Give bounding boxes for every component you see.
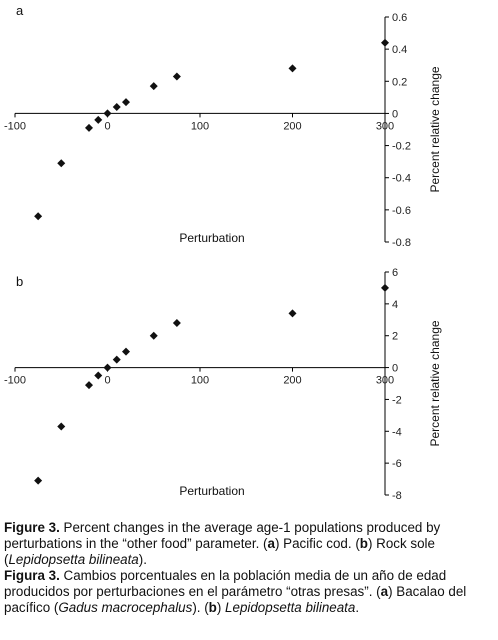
chart-b-y-tick-label-4: -2 bbox=[392, 394, 402, 406]
chart-a-point-5 bbox=[112, 103, 121, 111]
chart-b-panel-label: b bbox=[16, 274, 23, 289]
chart-a-point-1 bbox=[57, 159, 66, 168]
chart-b-point-4 bbox=[103, 363, 112, 372]
caption-spanish: Figura 3. Cambios porcentuales en la pob… bbox=[4, 568, 492, 616]
chart-b-x-tick-label-2: 100 bbox=[191, 375, 209, 387]
chart-a-point-7 bbox=[149, 82, 158, 91]
chart-b-y-label: Percent relative change bbox=[428, 320, 442, 446]
chart-a-x-tick-label-4: 300 bbox=[376, 120, 394, 132]
caption-en-species: Lepidopsetta bilineata bbox=[8, 552, 139, 567]
chart-a-point-8 bbox=[172, 72, 181, 81]
chart-b-y-tick-label-2: 2 bbox=[392, 331, 398, 343]
caption-en-text-2: ) Pacific cod. ( bbox=[274, 536, 360, 551]
caption-es-figure-number: Figura 3. bbox=[4, 568, 60, 583]
caption-es-b: b bbox=[208, 600, 217, 615]
caption-en-b: b bbox=[359, 536, 368, 551]
chart-a-point-4 bbox=[103, 109, 112, 118]
caption-en-figure-number: Figure 3. bbox=[4, 520, 60, 535]
chart-b-point-10 bbox=[381, 283, 389, 292]
chart-b-y-tick-label-6: -6 bbox=[392, 458, 402, 470]
caption-es-text-1: Cambios porcentuales en la población med… bbox=[4, 568, 447, 599]
chart-b-point-2 bbox=[85, 381, 93, 390]
chart-b-x-tick-label-0: -100 bbox=[4, 375, 26, 387]
chart-a-point-0 bbox=[34, 212, 43, 221]
chart-b-x-tick-label-3: 200 bbox=[283, 375, 301, 387]
chart-a-y-tick-label-7: -0.8 bbox=[392, 237, 411, 249]
caption-es-species-a: Gadus macrocephalus bbox=[58, 600, 193, 615]
chart-b-x-label: Perturbation bbox=[179, 484, 244, 498]
chart-a-y-tick-label-5: -0.4 bbox=[392, 173, 411, 185]
chart-a-point-3 bbox=[94, 115, 103, 124]
chart-a-panel-label: a bbox=[16, 3, 24, 18]
chart-b: -100 0 100 200 300 6 4 2 0 -2 -4 -6 -8 b Perturbation P… bbox=[4, 267, 442, 502]
caption-es-species-b: Lepidopsetta bilineata bbox=[225, 600, 356, 615]
caption-en-a: a bbox=[267, 536, 275, 551]
caption-en-text-3: ) Rock sole ( bbox=[4, 536, 435, 567]
chart-a-x-label: Perturbation bbox=[179, 231, 244, 245]
chart-b-y-tick-label-7: -8 bbox=[392, 490, 402, 502]
chart-a-x-tick-label-3: 200 bbox=[283, 120, 301, 132]
caption-en-text-1: Percent changes in the average age-1 pop… bbox=[4, 520, 441, 551]
chart-b-point-0 bbox=[34, 476, 43, 485]
chart-a: -100 0 100 200 300 0.6 0.4 0.2 0 -0.2 -0.4 -0.6 -0.8… bbox=[4, 3, 442, 249]
chart-b-point-6 bbox=[122, 347, 130, 356]
chart-b-point-1 bbox=[57, 422, 66, 431]
chart-a-y-label: Percent relative change bbox=[428, 66, 442, 192]
chart-a-x-tick-label-0: -100 bbox=[4, 120, 26, 132]
chart-a-y-tick-label-2: 0.2 bbox=[392, 76, 407, 88]
chart-b-y-tick-label-0: 6 bbox=[392, 267, 398, 279]
chart-a-x-tick-label-1: 0 bbox=[104, 120, 110, 132]
chart-b-x-tick-label-1: 0 bbox=[104, 375, 110, 387]
chart-a-point-9 bbox=[288, 64, 297, 73]
chart-b-point-9 bbox=[288, 309, 297, 318]
chart-b-x-tick-label-4: 300 bbox=[376, 375, 394, 387]
chart-a-y-tick-label-3: 0 bbox=[392, 108, 398, 120]
chart-b-y-tick-label-3: 0 bbox=[392, 363, 398, 375]
chart-a-point-2 bbox=[85, 123, 93, 132]
figure-caption: Figure 3. Percent changes in the average… bbox=[4, 520, 492, 616]
chart-b-point-7 bbox=[149, 331, 158, 340]
chart-a-point-10 bbox=[381, 38, 389, 47]
caption-es-a: a bbox=[380, 584, 389, 599]
chart-a-x-tick-label-2: 100 bbox=[191, 120, 209, 132]
caption-es-text-5: . bbox=[355, 600, 360, 615]
chart-b-point-8 bbox=[172, 318, 181, 327]
caption-en-text-4: ). bbox=[138, 552, 147, 567]
caption-es-text-4: ) bbox=[216, 600, 226, 615]
chart-b-point-5 bbox=[112, 355, 121, 364]
chart-b-y-tick-label-5: -4 bbox=[392, 426, 402, 438]
chart-b-point-3 bbox=[94, 371, 103, 380]
chart-a-y-tick-label-6: -0.6 bbox=[392, 205, 411, 217]
chart-b-y-tick-label-1: 4 bbox=[392, 299, 398, 311]
chart-a-y-tick-label-1: 0.4 bbox=[392, 44, 407, 56]
caption-es-text-2: ) Bacalao del pacífico ( bbox=[4, 584, 467, 615]
chart-a-point-6 bbox=[122, 98, 130, 107]
chart-a-y-tick-label-4: -0.2 bbox=[392, 141, 411, 153]
chart-a-y-tick-label-0: 0.6 bbox=[392, 12, 407, 24]
caption-es-text-3: ). ( bbox=[192, 600, 209, 615]
caption-english: Figure 3. Percent changes in the average… bbox=[4, 520, 492, 568]
